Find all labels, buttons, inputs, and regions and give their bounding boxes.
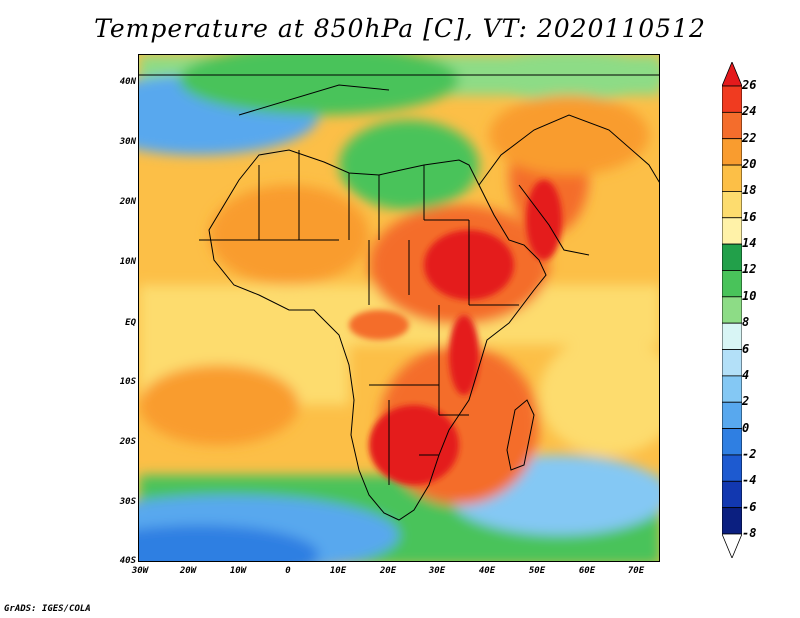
lat-tick-label: EQ — [125, 318, 136, 328]
colorbar-cell — [722, 349, 742, 377]
colorbar — [722, 62, 742, 558]
lon-tick-label: 10E — [329, 566, 347, 576]
colorbar-cell — [722, 296, 742, 324]
colorbar-label: 20 — [742, 157, 757, 172]
colorbar-cell — [722, 111, 742, 140]
lon-tick-label: 40E — [478, 566, 496, 576]
lat-tick-label: 40S — [119, 556, 136, 566]
colorbar-cell — [722, 480, 742, 509]
lon-tick-label: 20W — [179, 566, 197, 576]
colorbar-label: 22 — [742, 130, 757, 145]
credit-text: GrADS: IGES/COLA — [4, 604, 91, 614]
colorbar-cell — [722, 428, 742, 456]
colorbar-label: -6 — [742, 499, 757, 514]
colorbar-label: 24 — [742, 104, 757, 119]
map-panel — [138, 54, 660, 562]
colorbar-label: -8 — [742, 526, 757, 540]
temperature-field-map — [139, 55, 659, 561]
colorbar-cell — [722, 375, 742, 403]
lon-tick-label: 30W — [131, 566, 149, 576]
colorbar-cell — [722, 243, 742, 271]
lon-tick-label: 50E — [528, 566, 546, 576]
colorbar-cell — [722, 401, 742, 429]
lon-tick-label: 10W — [229, 566, 247, 576]
colorbar-label: -4 — [742, 473, 757, 488]
colorbar-label: 8 — [742, 315, 750, 330]
colorbar-label: 18 — [742, 183, 757, 198]
colorbar-cell — [722, 164, 742, 192]
colorbar-label: 4 — [742, 367, 750, 382]
colorbar-cell — [722, 322, 742, 350]
colorbar-label: 0 — [742, 420, 750, 435]
colorbar-label: 12 — [742, 262, 757, 277]
lat-tick-label: 40N — [119, 77, 136, 87]
colorbar-cell — [722, 217, 742, 245]
colorbar-cell — [722, 138, 742, 166]
lat-tick-label: 30N — [119, 137, 136, 147]
colorbar-label: 6 — [742, 341, 750, 356]
colorbar-cell — [722, 85, 742, 113]
colorbar-label: 10 — [742, 288, 757, 303]
colorbar-cell — [722, 507, 742, 535]
lat-tick-label: 20S — [119, 437, 136, 447]
map-title: Temperature at 850hPa [C], VT: 202011051… — [94, 14, 706, 43]
colorbar-cell — [722, 62, 742, 87]
lon-tick-label: 30E — [428, 566, 446, 576]
colorbar-cell — [722, 270, 742, 298]
colorbar-label: 14 — [742, 236, 757, 251]
colorbar-cell — [722, 454, 742, 482]
lon-tick-label: 60E — [578, 566, 596, 576]
lon-tick-label: 70E — [627, 566, 645, 576]
colorbar-label: 2 — [742, 394, 750, 409]
colorbar-label: -2 — [742, 446, 757, 461]
lat-tick-label: 10S — [119, 377, 136, 387]
lat-tick-label: 10N — [119, 257, 136, 267]
colorbar-cells — [722, 62, 742, 558]
lon-tick-label: 0 — [285, 566, 291, 576]
lat-tick-label: 30S — [119, 497, 136, 507]
colorbar-cell — [722, 191, 742, 219]
coastline-outline — [139, 74, 659, 521]
colorbar-cell — [722, 533, 742, 558]
colorbar-label: 26 — [742, 78, 757, 92]
lat-tick-label: 20N — [119, 197, 136, 207]
colorbar-label: 16 — [742, 209, 757, 224]
lon-tick-label: 20E — [379, 566, 397, 576]
